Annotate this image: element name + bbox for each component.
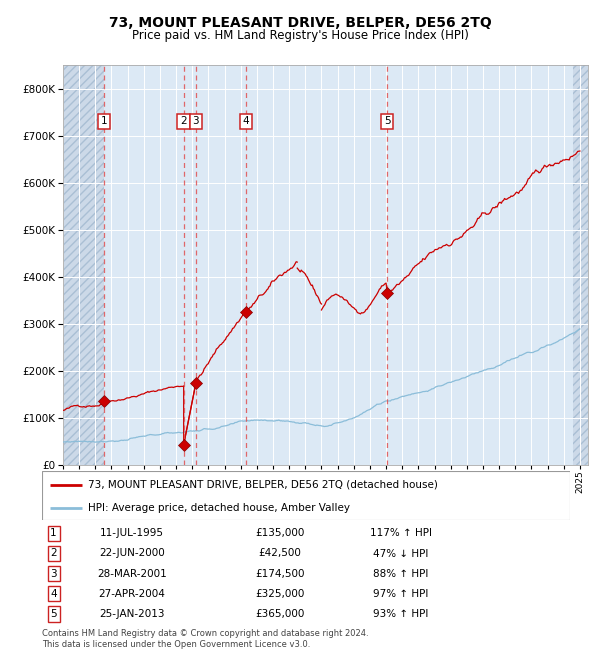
Bar (63, 65, 104, 465)
Text: 25-JAN-2013: 25-JAN-2013 (99, 609, 164, 619)
Text: 93% ↑ HPI: 93% ↑ HPI (373, 609, 429, 619)
Text: 88% ↑ HPI: 88% ↑ HPI (373, 569, 429, 578)
Text: 11-JUL-1995: 11-JUL-1995 (100, 528, 164, 538)
Text: 3: 3 (50, 569, 57, 578)
Text: 27-APR-2004: 27-APR-2004 (98, 589, 165, 599)
Text: 28-MAR-2001: 28-MAR-2001 (97, 569, 167, 578)
Text: 1: 1 (50, 528, 57, 538)
Text: HPI: Average price, detached house, Amber Valley: HPI: Average price, detached house, Ambe… (88, 503, 350, 513)
Text: £365,000: £365,000 (255, 609, 304, 619)
Text: 2: 2 (181, 116, 187, 127)
Text: 5: 5 (384, 116, 391, 127)
Text: 4: 4 (242, 116, 249, 127)
Text: 3: 3 (193, 116, 199, 127)
Text: Contains HM Land Registry data © Crown copyright and database right 2024.: Contains HM Land Registry data © Crown c… (42, 629, 368, 638)
Text: £135,000: £135,000 (255, 528, 304, 538)
FancyBboxPatch shape (42, 471, 570, 520)
Text: £325,000: £325,000 (255, 589, 304, 599)
Text: £42,500: £42,500 (258, 549, 301, 558)
Bar (573, 65, 588, 465)
Text: 47% ↓ HPI: 47% ↓ HPI (373, 549, 429, 558)
Text: 22-JUN-2000: 22-JUN-2000 (99, 549, 164, 558)
Text: 5: 5 (50, 609, 57, 619)
Text: 2: 2 (50, 549, 57, 558)
Text: 1: 1 (101, 116, 107, 127)
Text: This data is licensed under the Open Government Licence v3.0.: This data is licensed under the Open Gov… (42, 640, 310, 649)
Bar (573, 65, 588, 465)
Text: £174,500: £174,500 (255, 569, 304, 578)
Text: 117% ↑ HPI: 117% ↑ HPI (370, 528, 432, 538)
Text: 73, MOUNT PLEASANT DRIVE, BELPER, DE56 2TQ: 73, MOUNT PLEASANT DRIVE, BELPER, DE56 2… (109, 16, 491, 31)
Text: 97% ↑ HPI: 97% ↑ HPI (373, 589, 429, 599)
Text: 73, MOUNT PLEASANT DRIVE, BELPER, DE56 2TQ (detached house): 73, MOUNT PLEASANT DRIVE, BELPER, DE56 2… (88, 480, 439, 490)
Text: 4: 4 (50, 589, 57, 599)
Text: Price paid vs. HM Land Registry's House Price Index (HPI): Price paid vs. HM Land Registry's House … (131, 29, 469, 42)
Bar (63, 65, 104, 465)
